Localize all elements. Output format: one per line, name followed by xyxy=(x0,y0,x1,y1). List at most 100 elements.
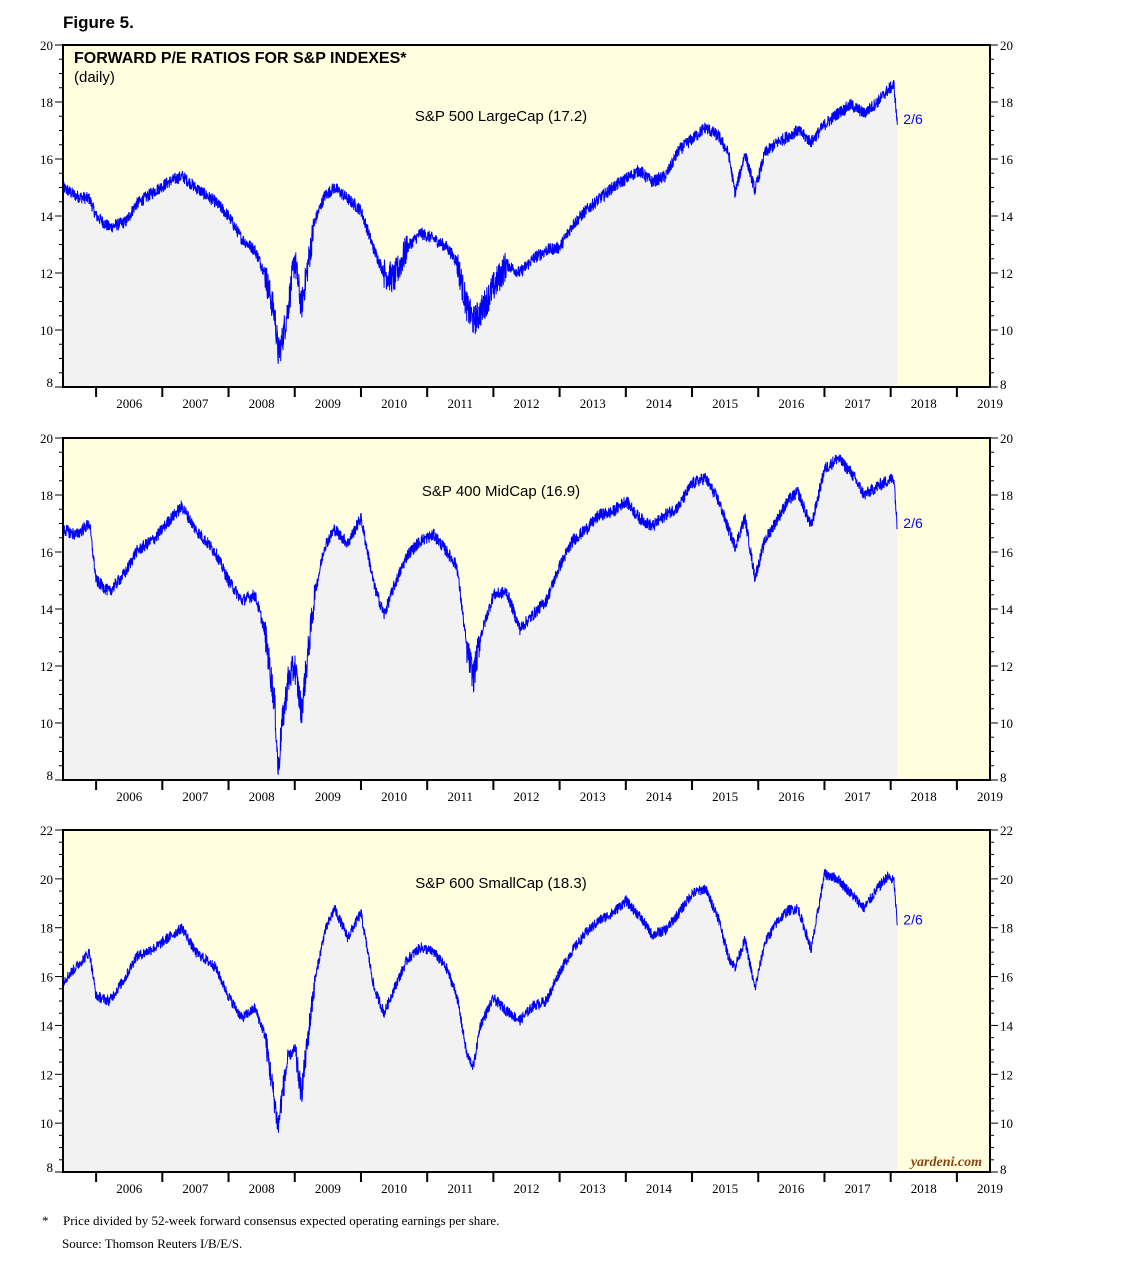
y-tick-label-right: 10 xyxy=(1000,716,1013,731)
area-under-line xyxy=(63,869,898,1172)
y-tick-label-left: 10 xyxy=(40,716,53,731)
y-tick-label-left: 16 xyxy=(40,545,54,560)
end-date-label: 2/6 xyxy=(903,911,923,927)
x-tick-label: 2008 xyxy=(249,789,275,804)
chart-panel-2: 8 8 10 10 12 12 14 14 16 16 18 18 20 20 2006 2007 2008 20… xyxy=(40,431,1014,804)
area-under-line xyxy=(63,80,898,387)
x-tick-label: 2016 xyxy=(778,1181,805,1196)
chart-subtitle: (daily) xyxy=(74,69,115,86)
y-tick-label-right: 8 xyxy=(1000,377,1007,392)
x-tick-label: 2017 xyxy=(845,396,872,411)
watermark: yardeni.com xyxy=(909,1155,982,1170)
y-tick-label-left: 8 xyxy=(47,1160,54,1175)
x-tick-label: 2006 xyxy=(116,396,143,411)
y-tick-label-left: 20 xyxy=(40,38,53,53)
figure-label: Figure 5. xyxy=(63,13,134,32)
footnote-source: Source: Thomson Reuters I/B/E/S. xyxy=(62,1236,243,1251)
x-tick-label: 2008 xyxy=(249,396,275,411)
x-tick-label: 2019 xyxy=(977,396,1003,411)
area-under-line xyxy=(63,454,898,780)
series-label: S&P 500 LargeCap (17.2) xyxy=(415,108,587,125)
x-tick-label: 2009 xyxy=(315,789,341,804)
y-tick-label-left: 12 xyxy=(40,1067,53,1082)
x-tick-label: 2014 xyxy=(646,789,673,804)
x-tick-label: 2013 xyxy=(580,789,606,804)
end-date-label: 2/6 xyxy=(903,111,923,127)
x-tick-label: 2007 xyxy=(182,1181,209,1196)
x-tick-label: 2009 xyxy=(315,1181,341,1196)
footnote-definition: * Price divided by 52-week forward conse… xyxy=(42,1213,499,1229)
y-tick-label-left: 14 xyxy=(40,602,54,617)
x-tick-label: 2018 xyxy=(911,1181,937,1196)
x-tick-label: 2019 xyxy=(977,789,1003,804)
y-tick-label-right: 14 xyxy=(1000,602,1014,617)
y-tick-label-left: 10 xyxy=(40,1116,53,1131)
x-tick-label: 2010 xyxy=(381,789,407,804)
y-tick-label-right: 18 xyxy=(1000,95,1013,110)
y-tick-label-left: 20 xyxy=(40,431,53,446)
series-line xyxy=(62,80,898,364)
x-tick-label: 2017 xyxy=(845,789,872,804)
y-tick-label-right: 12 xyxy=(1000,659,1013,674)
x-tick-label: 2017 xyxy=(845,1181,872,1196)
x-tick-label: 2013 xyxy=(580,396,606,411)
y-tick-label-right: 12 xyxy=(1000,266,1013,281)
x-tick-label: 2011 xyxy=(448,396,474,411)
x-tick-label: 2015 xyxy=(712,1181,738,1196)
series-label: S&P 600 SmallCap (18.3) xyxy=(415,875,586,892)
x-tick-label: 2016 xyxy=(778,396,805,411)
x-tick-label: 2007 xyxy=(182,789,209,804)
y-tick-label-left: 14 xyxy=(40,209,54,224)
y-tick-label-left: 20 xyxy=(40,872,53,887)
x-tick-label: 2006 xyxy=(116,789,143,804)
y-tick-label-left: 18 xyxy=(40,921,53,936)
x-tick-label: 2011 xyxy=(448,789,474,804)
y-tick-label-left: 12 xyxy=(40,659,53,674)
y-tick-label-right: 8 xyxy=(1000,770,1007,785)
chart-title: FORWARD P/E RATIOS FOR S&P INDEXES* xyxy=(74,50,407,67)
x-tick-label: 2006 xyxy=(116,1181,143,1196)
chart-panel-1: 8 8 10 10 12 12 14 14 16 16 18 18 20 20 2006 2007 2008 20… xyxy=(40,38,1014,411)
x-tick-label: 2018 xyxy=(911,789,937,804)
x-tick-label: 2012 xyxy=(514,1181,540,1196)
y-tick-label-left: 16 xyxy=(40,970,54,985)
y-tick-label-right: 20 xyxy=(1000,38,1013,53)
y-tick-label-left: 8 xyxy=(47,375,54,390)
x-tick-label: 2010 xyxy=(381,1181,407,1196)
y-tick-label-right: 16 xyxy=(1000,152,1014,167)
y-tick-label-left: 14 xyxy=(40,1018,54,1033)
y-tick-label-right: 14 xyxy=(1000,209,1014,224)
y-tick-label-left: 8 xyxy=(47,768,54,783)
x-tick-label: 2015 xyxy=(712,396,738,411)
x-tick-label: 2012 xyxy=(514,789,540,804)
x-tick-label: 2015 xyxy=(712,789,738,804)
y-tick-label-right: 14 xyxy=(1000,1018,1014,1033)
series-line xyxy=(62,868,898,1133)
x-tick-label: 2016 xyxy=(778,789,805,804)
y-tick-label-left: 16 xyxy=(40,152,54,167)
footnote-asterisk: * xyxy=(42,1213,49,1228)
x-tick-label: 2014 xyxy=(646,1181,673,1196)
chart-panel-3: 8 8 10 10 12 12 14 14 16 16 18 18 20 20 22 22 2006 2007 20… xyxy=(40,823,1014,1196)
x-tick-label: 2019 xyxy=(977,1181,1003,1196)
y-tick-label-right: 20 xyxy=(1000,872,1013,887)
x-tick-label: 2008 xyxy=(249,1181,275,1196)
series-label: S&P 400 MidCap (16.9) xyxy=(422,483,580,500)
y-tick-label-right: 20 xyxy=(1000,431,1013,446)
x-tick-label: 2014 xyxy=(646,396,673,411)
y-tick-label-right: 8 xyxy=(1000,1162,1007,1177)
x-tick-label: 2012 xyxy=(514,396,540,411)
y-tick-label-right: 10 xyxy=(1000,1116,1013,1131)
y-tick-label-right: 22 xyxy=(1000,823,1013,838)
x-tick-label: 2010 xyxy=(381,396,407,411)
x-tick-label: 2018 xyxy=(911,396,937,411)
x-tick-label: 2013 xyxy=(580,1181,606,1196)
y-tick-label-right: 12 xyxy=(1000,1067,1013,1082)
x-tick-label: 2011 xyxy=(448,1181,474,1196)
y-tick-label-left: 10 xyxy=(40,323,53,338)
y-tick-label-left: 22 xyxy=(40,823,53,838)
y-tick-label-right: 16 xyxy=(1000,545,1014,560)
y-tick-label-right: 16 xyxy=(1000,970,1014,985)
y-tick-label-left: 18 xyxy=(40,488,53,503)
